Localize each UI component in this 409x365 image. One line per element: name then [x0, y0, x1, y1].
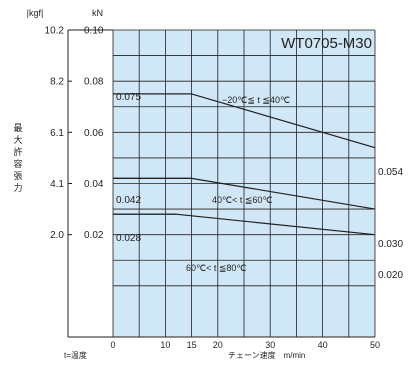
series-start-label: 0.028 [116, 233, 141, 244]
x-tick-label: 10 [160, 340, 170, 350]
model-label: WT0705-M30 [281, 35, 372, 52]
y-axis-title-char: 大 [13, 134, 22, 145]
series-end-label: 0.054 [378, 167, 403, 178]
y-axis-title-char: 許 [13, 146, 22, 157]
x-tick-label: 20 [213, 340, 223, 350]
x-axis-title: チェーン速度 m/min [228, 350, 305, 360]
x-tick-label: 50 [370, 340, 380, 350]
y-tick-label-kgf: 10.2 [45, 26, 65, 37]
series-end-label: 0.030 [378, 239, 403, 250]
axis-ticks: 0 10 15 20 30 40 50 0.02 0.04 0.06 0.08 0.10 2.0 4.1 6… [45, 26, 380, 351]
y-axis-title: 最 大 許 容 張 力 [13, 123, 22, 193]
x-tick-label: 0 [110, 340, 115, 350]
y-axis-title-char: 張 [13, 171, 22, 181]
y-tick-label-kgf: 2.0 [50, 230, 64, 241]
series-start-label: 0.075 [116, 92, 141, 103]
series-lines [113, 93, 376, 236]
series-start-label: 0.042 [116, 195, 141, 206]
y-tick-label-kgf: 8.2 [50, 77, 64, 88]
series-legend-label: 40℃< t ≦60℃ [212, 195, 273, 205]
series-legend-label: −20℃≦ t ≦40℃ [222, 95, 290, 105]
x-tick-label: 30 [265, 340, 275, 350]
x-tick-label: 15 [187, 340, 197, 350]
y-tick-label-kn: 0.04 [84, 179, 104, 190]
y-axis-title-char: 力 [13, 182, 22, 193]
kgf-unit-label: |kgf| [27, 8, 44, 18]
series-legend-label: 60℃< t ≦80℃ [186, 263, 247, 273]
y-tick-label-kn: 0.10 [84, 26, 104, 37]
y-axis-title-char: 最 [13, 123, 22, 133]
y-tick-label-kn: 0.06 [84, 128, 104, 139]
y-tick-label-kn: 0.02 [84, 230, 104, 241]
y-axis-title-char: 容 [13, 158, 22, 169]
y-tick-label-kn: 0.08 [84, 77, 104, 88]
temperature-note: t=温度 [64, 350, 87, 360]
y-tick-label-kgf: 4.1 [50, 179, 64, 190]
series-end-label: 0.020 [378, 270, 403, 281]
kn-unit-label: kN [92, 8, 103, 18]
y-tick-label-kgf: 6.1 [50, 128, 64, 139]
grid-lines [67, 29, 376, 338]
x-tick-label: 40 [318, 340, 328, 350]
